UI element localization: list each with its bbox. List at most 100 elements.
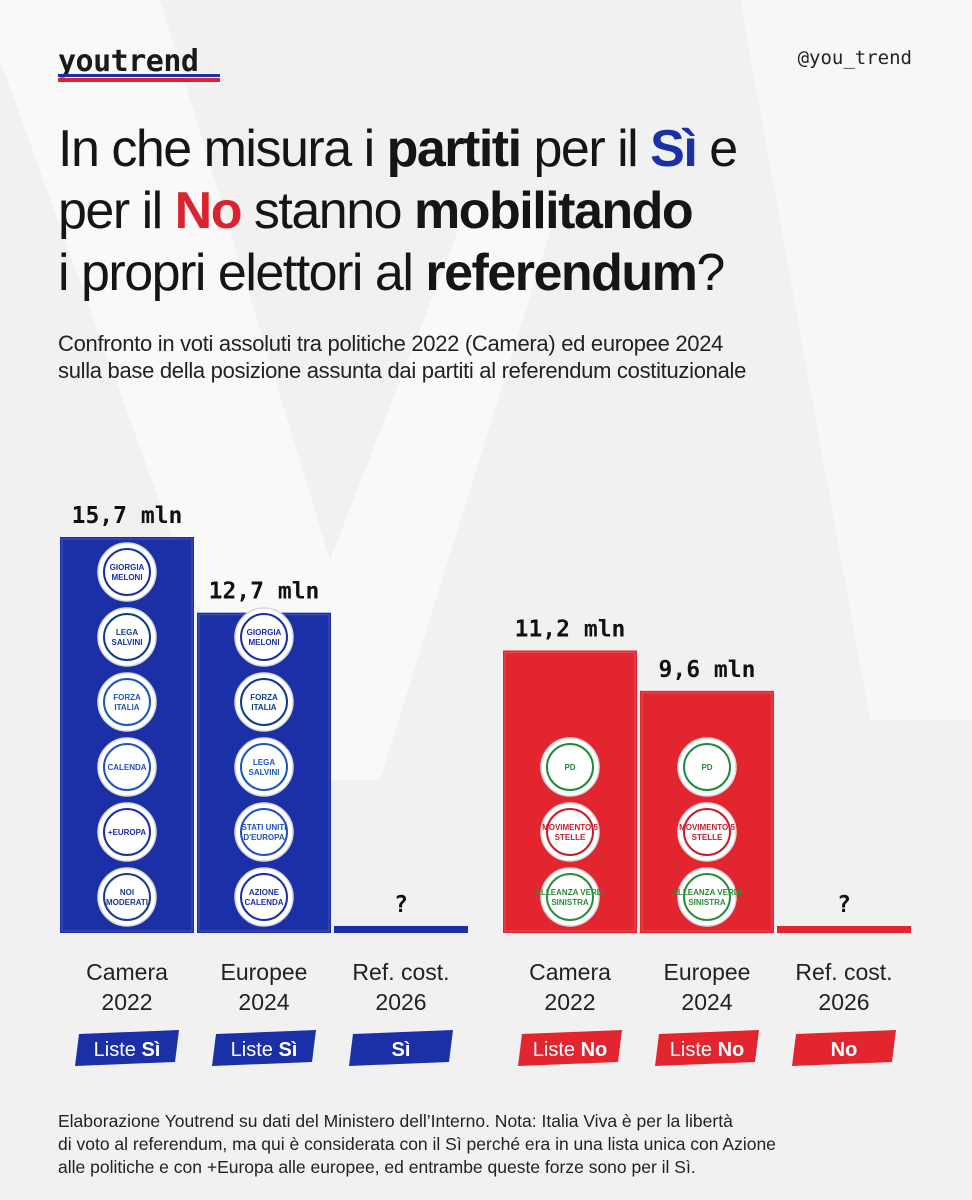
party-logo-circle: [97, 607, 157, 667]
bar-inner-border: [641, 692, 773, 932]
party-logo-circle: [234, 737, 294, 797]
bar-placeholder: [334, 926, 468, 933]
tick-label: Ref. cost.: [352, 959, 449, 985]
party-logo-text: SINISTRA: [551, 898, 589, 907]
tick-label: 2022: [101, 989, 152, 1015]
brand-underline-blue: [58, 74, 220, 77]
party-logo-circle: [677, 802, 737, 862]
bar: [60, 537, 194, 933]
party-logo-circle: [540, 737, 600, 797]
party-logo-ring: [103, 678, 151, 726]
tick-label: Camera: [86, 959, 168, 985]
party-logo-text: CALENDA: [244, 898, 283, 907]
data-label: 9,6 mln: [659, 657, 756, 683]
party-logo-circle: [234, 672, 294, 732]
tick-label: Europee: [221, 959, 308, 985]
party-logo-text: MODERATI: [106, 898, 148, 907]
list-badge-label: Liste No: [533, 1039, 607, 1061]
party-logo-text: MOVIMENTO 5: [679, 823, 735, 832]
party-logo-text: +EUROPA: [108, 828, 147, 837]
list-badge-label: Sì: [392, 1039, 411, 1061]
party-logo-ring: [103, 873, 151, 921]
party-logo-text: ITALIA: [251, 703, 276, 712]
party-logo-text: SALVINI: [112, 638, 143, 647]
party-logo-text: ALLEANZA VERDI: [535, 888, 604, 897]
party-logo-text: SINISTRA: [688, 898, 726, 907]
party-logo-ring: [683, 808, 731, 856]
party-logo-circle: [677, 737, 737, 797]
data-label: 11,2 mln: [515, 617, 626, 643]
list-badge-label: Liste Sì: [231, 1039, 298, 1061]
party-logo-circle: [677, 867, 737, 927]
party-logo-circle: [234, 867, 294, 927]
party-logo-text: ITALIA: [114, 703, 139, 712]
page-title: In che misura i partiti per il Sì e per …: [58, 120, 738, 302]
list-badge: [792, 1030, 896, 1066]
tick-label: Europee: [664, 959, 751, 985]
data-label: 12,7 mln: [209, 579, 320, 605]
brand-underline-red: [58, 78, 220, 82]
list-badge: [349, 1030, 453, 1066]
party-logo-circle: [97, 672, 157, 732]
party-logo-ring: [103, 808, 151, 856]
list-badge: [655, 1030, 759, 1066]
party-logo-ring: [546, 743, 594, 791]
party-logo-text: GIORGIA: [110, 563, 145, 572]
footnote: Elaborazione Youtrend su dati del Minist…: [58, 1111, 776, 1177]
party-logo-ring: [240, 873, 288, 921]
party-logo-circle: [97, 867, 157, 927]
party-logo-text: STELLE: [692, 833, 723, 842]
party-logo-icon: PD: [677, 737, 737, 797]
brand-logo: youtrend: [58, 44, 199, 79]
data-label: ?: [394, 892, 408, 918]
party-logo-circle: [540, 867, 600, 927]
tick-label: Camera: [529, 959, 611, 985]
party-logo-circle: [97, 737, 157, 797]
party-logo-text: AZIONE: [249, 888, 280, 897]
tick-label: 2022: [544, 989, 595, 1015]
list-badge: [518, 1030, 622, 1066]
party-logo-text: ALLEANZA VERDI: [672, 888, 741, 897]
party-logo-ring: [103, 743, 151, 791]
party-logo-icon: PD: [540, 737, 600, 797]
tick-label: 2024: [238, 989, 289, 1015]
list-badge-label: Liste Sì: [94, 1039, 161, 1061]
list-badge-label: Liste No: [670, 1039, 744, 1061]
party-logo-text: FORZA: [113, 693, 141, 702]
list-badge: [75, 1030, 179, 1066]
bar-inner-border: [61, 538, 193, 932]
party-logo-circle: [97, 802, 157, 862]
party-logo-text: MELONI: [248, 638, 279, 647]
party-logo-ring: [683, 743, 731, 791]
party-logo-text: GIORGIA: [247, 628, 282, 637]
list-badge-label: No: [831, 1039, 858, 1061]
party-logo-circle: [540, 802, 600, 862]
party-logo-text: LEGA: [253, 758, 275, 767]
party-logo-icon: CALENDA: [97, 737, 157, 797]
party-logo-text: LEGA: [116, 628, 138, 637]
party-logo-text: STATI UNITI: [241, 823, 286, 832]
data-label: 15,7 mln: [72, 503, 183, 529]
party-logo-ring: [240, 678, 288, 726]
tick-label: Ref. cost.: [795, 959, 892, 985]
tick-label: 2026: [375, 989, 426, 1015]
party-logo-text: MOVIMENTO 5: [542, 823, 598, 832]
tick-label: 2024: [681, 989, 732, 1015]
party-logo-ring: [240, 743, 288, 791]
party-logo-text: MELONI: [111, 573, 142, 582]
bar-placeholder: [777, 926, 911, 933]
party-logo-text: CALENDA: [107, 763, 146, 772]
